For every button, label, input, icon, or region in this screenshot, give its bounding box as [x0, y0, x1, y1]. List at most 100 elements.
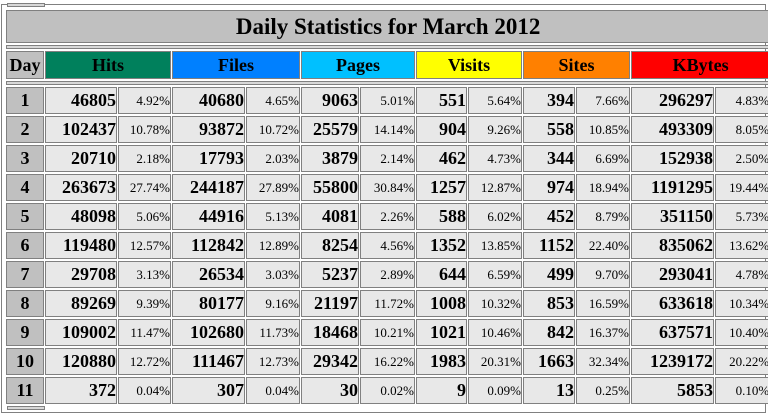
visits-value-cell: 1257 — [416, 174, 467, 201]
visits-value-cell: 588 — [416, 203, 467, 230]
files-percent-cell: 10.72% — [246, 116, 300, 143]
pages-value-cell: 29342 — [301, 348, 359, 375]
pages-value-cell: 30 — [301, 377, 359, 404]
visits-percent-cell: 0.09% — [468, 377, 522, 404]
sites-percent-cell: 9.70% — [576, 261, 630, 288]
table-row: 8 89269 9.39% 80177 9.16% 21197 11.72% 1008 10.3… — [6, 290, 768, 317]
day-cell: 9 — [6, 319, 44, 346]
sites-value-cell: 1663 — [523, 348, 575, 375]
title-separator — [6, 45, 768, 49]
hits-percent-cell: 2.18% — [118, 145, 171, 172]
header-day: Day — [6, 51, 44, 79]
day-cell: 5 — [6, 203, 44, 230]
pages-percent-cell: 4.56% — [360, 232, 415, 259]
pages-value-cell: 5237 — [301, 261, 359, 288]
kbytes-value-cell: 1239172 — [631, 348, 714, 375]
visits-value-cell: 1021 — [416, 319, 467, 346]
pages-value-cell: 3879 — [301, 145, 359, 172]
kbytes-value-cell: 5853 — [631, 377, 714, 404]
pages-value-cell: 8254 — [301, 232, 359, 259]
pages-value-cell: 21197 — [301, 290, 359, 317]
table-row: 6 119480 12.57% 112842 12.89% 8254 4.56% 1352 13… — [6, 232, 768, 259]
table-row: 9 109002 11.47% 102680 11.73% 18468 10.21% 1021… — [6, 319, 768, 346]
kbytes-percent-cell: 20.22% — [715, 348, 768, 375]
table-row: 7 29708 3.13% 26534 3.03% 5237 2.89% 644 6.59% 49… — [6, 261, 768, 288]
kbytes-value-cell: 633618 — [631, 290, 714, 317]
hits-value-cell: 102437 — [45, 116, 117, 143]
files-percent-cell: 0.04% — [246, 377, 300, 404]
pages-value-cell: 18468 — [301, 319, 359, 346]
files-value-cell: 102680 — [172, 319, 245, 346]
kbytes-percent-cell: 8.05% — [715, 116, 768, 143]
files-percent-cell: 3.03% — [246, 261, 300, 288]
kbytes-percent-cell: 10.34% — [715, 290, 768, 317]
kbytes-value-cell: 493309 — [631, 116, 714, 143]
files-percent-cell: 9.16% — [246, 290, 300, 317]
visits-value-cell: 904 — [416, 116, 467, 143]
pages-percent-cell: 30.84% — [360, 174, 415, 201]
header-files: Files — [172, 51, 300, 79]
kbytes-percent-cell: 4.78% — [715, 261, 768, 288]
visits-value-cell: 462 — [416, 145, 467, 172]
visits-value-cell: 1352 — [416, 232, 467, 259]
files-percent-cell: 12.89% — [246, 232, 300, 259]
files-value-cell: 26534 — [172, 261, 245, 288]
day-cell: 10 — [6, 348, 44, 375]
page-title: Daily Statistics for March 2012 — [6, 10, 768, 43]
day-cell: 8 — [6, 290, 44, 317]
kbytes-percent-cell: 13.62% — [715, 232, 768, 259]
day-cell: 3 — [6, 145, 44, 172]
day-cell: 2 — [6, 116, 44, 143]
visits-percent-cell: 6.59% — [468, 261, 522, 288]
pages-percent-cell: 14.14% — [360, 116, 415, 143]
table-row: 5 48098 5.06% 44916 5.13% 4081 2.26% 588 6.02% 45… — [6, 203, 768, 230]
kbytes-value-cell: 835062 — [631, 232, 714, 259]
sites-percent-cell: 6.69% — [576, 145, 630, 172]
pages-value-cell: 9063 — [301, 87, 359, 114]
hits-percent-cell: 3.13% — [118, 261, 171, 288]
visits-value-cell: 9 — [416, 377, 467, 404]
visits-percent-cell: 20.31% — [468, 348, 522, 375]
files-percent-cell: 2.03% — [246, 145, 300, 172]
kbytes-value-cell: 293041 — [631, 261, 714, 288]
visits-value-cell: 644 — [416, 261, 467, 288]
hits-percent-cell: 0.04% — [118, 377, 171, 404]
hits-percent-cell: 9.39% — [118, 290, 171, 317]
pages-percent-cell: 0.02% — [360, 377, 415, 404]
kbytes-percent-cell: 4.83% — [715, 87, 768, 114]
visits-percent-cell: 5.64% — [468, 87, 522, 114]
hits-value-cell: 263673 — [45, 174, 117, 201]
hits-percent-cell: 10.78% — [118, 116, 171, 143]
pages-value-cell: 4081 — [301, 203, 359, 230]
files-value-cell: 80177 — [172, 290, 245, 317]
files-value-cell: 93872 — [172, 116, 245, 143]
hits-value-cell: 48098 — [45, 203, 117, 230]
hits-value-cell: 109002 — [45, 319, 117, 346]
corner-marker — [7, 406, 45, 410]
table-row: 1 46805 4.92% 40680 4.65% 9063 5.01% 551 5.64% 39… — [6, 87, 768, 114]
table-row: 4 263673 27.74% 244187 27.89% 55800 30.84% 1257… — [6, 174, 768, 201]
pages-percent-cell: 11.72% — [360, 290, 415, 317]
pages-percent-cell: 10.21% — [360, 319, 415, 346]
sites-percent-cell: 16.37% — [576, 319, 630, 346]
day-cell: 4 — [6, 174, 44, 201]
sites-value-cell: 13 — [523, 377, 575, 404]
sites-percent-cell: 18.94% — [576, 174, 630, 201]
hits-value-cell: 20710 — [45, 145, 117, 172]
table-row: 10 120880 12.72% 111467 12.73% 29342 16.22% 198… — [6, 348, 768, 375]
sites-percent-cell: 0.25% — [576, 377, 630, 404]
header-sites: Sites — [523, 51, 630, 79]
header-hits: Hits — [45, 51, 171, 79]
visits-percent-cell: 6.02% — [468, 203, 522, 230]
table-row: 2 102437 10.78% 93872 10.72% 25579 14.14% 904 9.… — [6, 116, 768, 143]
table-row: 3 20710 2.18% 17793 2.03% 3879 2.14% 462 4.73% 34… — [6, 145, 768, 172]
sites-value-cell: 853 — [523, 290, 575, 317]
hits-percent-cell: 27.74% — [118, 174, 171, 201]
visits-percent-cell: 4.73% — [468, 145, 522, 172]
sites-value-cell: 974 — [523, 174, 575, 201]
sites-percent-cell: 16.59% — [576, 290, 630, 317]
header-separator — [6, 81, 768, 85]
hits-value-cell: 120880 — [45, 348, 117, 375]
pages-percent-cell: 2.89% — [360, 261, 415, 288]
visits-percent-cell: 10.46% — [468, 319, 522, 346]
